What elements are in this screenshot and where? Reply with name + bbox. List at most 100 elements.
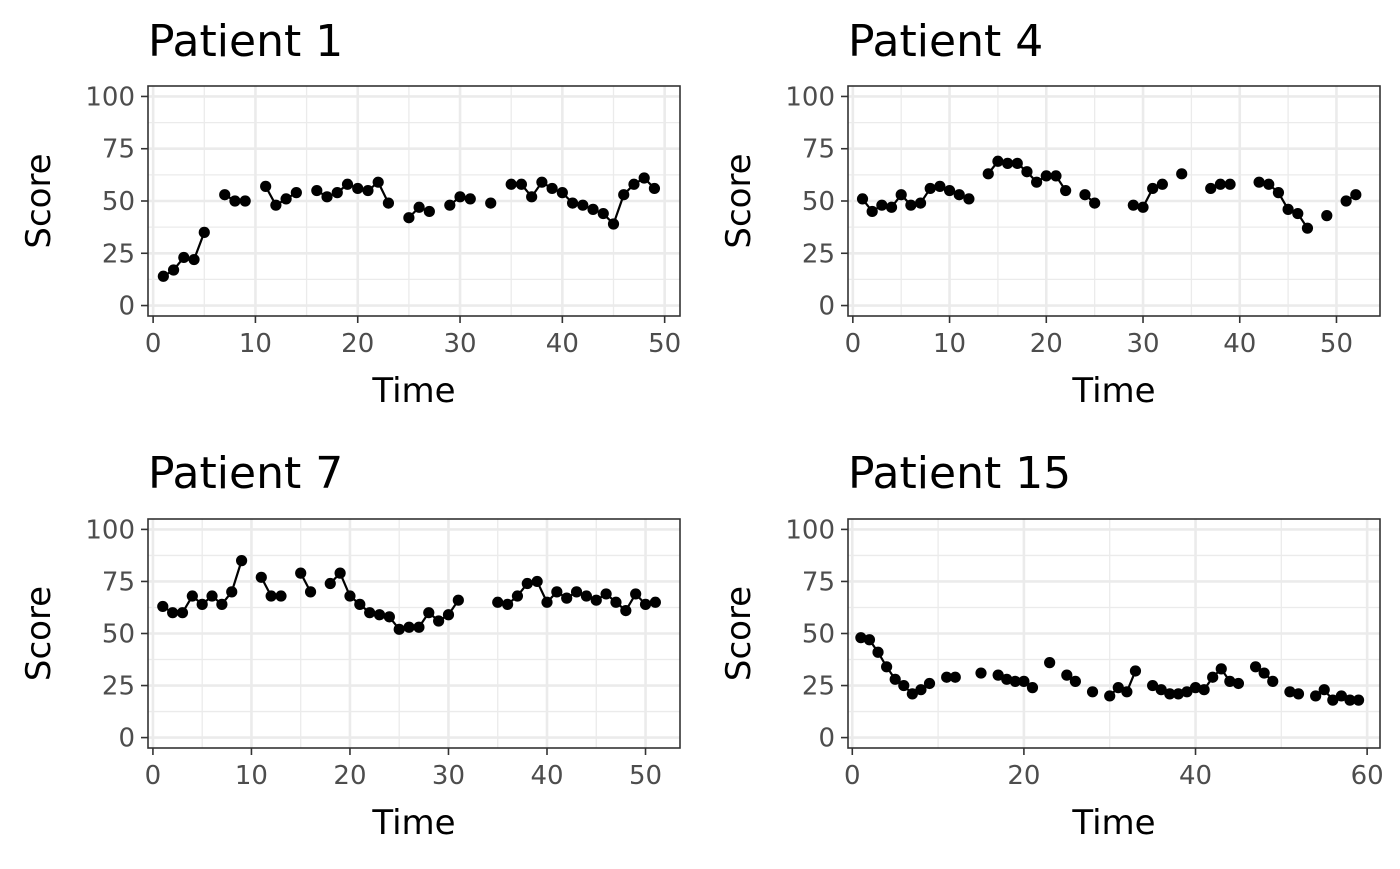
data-point <box>1292 207 1304 220</box>
data-point <box>597 207 609 220</box>
data-point <box>924 182 936 195</box>
data-point <box>521 577 533 590</box>
data-point <box>1104 690 1116 702</box>
x-tick-label: 0 <box>145 761 162 791</box>
data-point <box>280 193 292 205</box>
y-tick-label: 25 <box>102 672 135 702</box>
data-point <box>1249 661 1262 673</box>
data-point <box>157 600 169 613</box>
data-point <box>1164 688 1176 700</box>
x-tick-label: 60 <box>1351 761 1384 791</box>
data-point <box>898 679 910 692</box>
data-point <box>226 586 238 598</box>
x-axis-title: Time <box>371 803 455 843</box>
data-point <box>915 684 927 696</box>
panel-title: Patient 7 <box>148 448 343 499</box>
data-point <box>352 182 364 195</box>
data-point <box>638 172 650 184</box>
data-point <box>295 567 307 579</box>
data-point <box>1224 675 1236 687</box>
data-point <box>1267 675 1279 687</box>
x-axis-title: Time <box>1071 803 1155 843</box>
y-tick-label: 50 <box>802 187 835 217</box>
y-tick-label: 25 <box>802 239 835 269</box>
x-tick-label: 20 <box>341 329 374 359</box>
data-point <box>442 609 455 621</box>
x-tick-label: 0 <box>845 329 862 359</box>
x-axis-title: Time <box>1071 371 1155 411</box>
panel-1: 0 10 20 30 40 50 0 25 50 75 100 Time Score Patient 1 <box>19 16 681 411</box>
data-point <box>373 609 386 621</box>
data-point <box>383 611 395 623</box>
data-point <box>1021 166 1033 178</box>
x-tick-label: 30 <box>443 329 476 359</box>
data-point <box>1215 663 1227 675</box>
data-point <box>511 590 524 602</box>
x-tick-label: 50 <box>648 329 681 359</box>
x-tick-label: 10 <box>933 329 966 359</box>
x-tick-label: 50 <box>1320 329 1353 359</box>
data-point <box>1224 178 1236 190</box>
data-point <box>382 197 395 209</box>
data-point <box>311 184 323 197</box>
data-point <box>536 176 548 188</box>
panel-3: 0 10 20 30 40 50 0 25 50 75 100 Time Score Patient 7 <box>19 448 681 843</box>
data-point <box>341 178 354 190</box>
data-point <box>1018 675 1030 687</box>
data-point <box>1147 679 1159 692</box>
data-point <box>992 669 1004 681</box>
x-tick-label: 0 <box>844 761 861 791</box>
data-point <box>167 264 180 276</box>
data-point <box>290 187 302 199</box>
data-point <box>590 594 602 606</box>
data-point <box>239 195 251 207</box>
panel-4: 0 20 40 60 0 25 50 75 100 Time Score Patient 15 <box>719 448 1384 843</box>
data-point <box>255 571 267 583</box>
data-point <box>943 184 956 197</box>
data-point <box>1253 176 1265 188</box>
data-point <box>260 180 272 192</box>
data-point <box>188 253 200 266</box>
x-tick-label: 30 <box>1126 329 1159 359</box>
data-point <box>216 598 228 610</box>
data-point <box>1031 176 1043 188</box>
data-point <box>1040 170 1052 182</box>
data-point <box>1044 657 1056 669</box>
data-point <box>941 671 953 683</box>
data-point <box>515 178 528 190</box>
data-point <box>1189 682 1202 694</box>
data-point <box>275 590 287 602</box>
x-tick-label: 40 <box>1179 761 1212 791</box>
data-point <box>923 677 936 690</box>
data-point <box>1050 170 1062 182</box>
data-point <box>1352 694 1365 706</box>
data-point <box>531 575 543 588</box>
data-point <box>1172 688 1184 700</box>
data-point <box>1086 686 1099 698</box>
y-tick-label: 50 <box>802 620 835 650</box>
x-tick-label: 10 <box>235 761 268 791</box>
data-point <box>372 176 384 188</box>
data-point <box>1263 178 1275 190</box>
data-point <box>570 586 583 598</box>
data-point <box>1009 675 1021 687</box>
data-point <box>580 590 593 602</box>
data-point <box>546 182 558 195</box>
data-point <box>1310 690 1322 702</box>
data-point <box>1318 684 1330 696</box>
data-point <box>855 632 867 644</box>
y-axis-title: Score <box>719 586 759 681</box>
data-point <box>561 592 573 604</box>
data-point <box>304 586 317 598</box>
data-point <box>1061 669 1073 681</box>
y-tick-label: 100 <box>85 82 135 112</box>
data-point <box>526 191 538 203</box>
y-tick-label: 75 <box>102 135 135 165</box>
y-tick-label: 75 <box>802 135 835 165</box>
y-tick-label: 0 <box>818 724 835 754</box>
x-tick-label: 30 <box>432 761 465 791</box>
data-point <box>196 598 208 610</box>
data-point <box>620 605 632 617</box>
data-point <box>953 189 965 201</box>
